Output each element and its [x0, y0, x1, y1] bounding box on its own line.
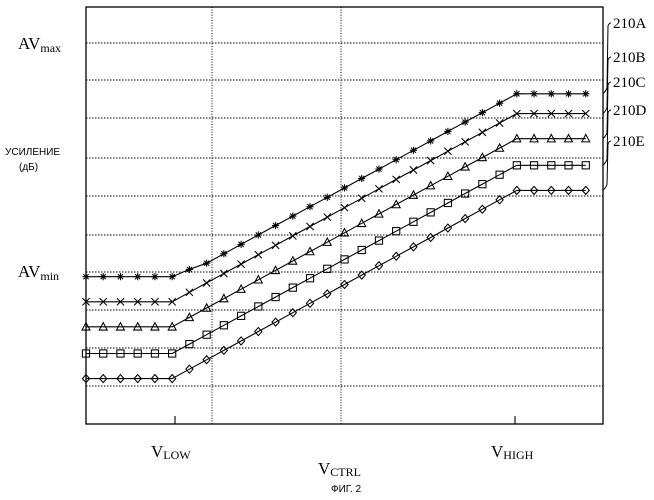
x-tick-label-main: V [151, 442, 164, 461]
x-tick-label-sub: LOW [163, 448, 191, 462]
figure-caption: ФИГ. 2 [331, 484, 362, 495]
data-point-asterisk [238, 241, 245, 248]
data-point-asterisk [341, 184, 348, 191]
series-leaders: 210A 210B 210C 210D 210E [603, 16, 647, 190]
data-point-x [272, 242, 279, 249]
data-point-asterisk [220, 250, 227, 257]
x-tick-label: VLOW [151, 442, 191, 462]
data-point-asterisk [100, 273, 107, 280]
data-point-x [496, 119, 503, 126]
data-point-x [238, 261, 245, 268]
data-point-x [203, 279, 210, 286]
data-point-asterisk [358, 175, 365, 182]
data-point-asterisk [462, 118, 469, 125]
data-point-x [289, 232, 296, 239]
data-point-asterisk [134, 273, 141, 280]
series-line [86, 94, 586, 277]
y-axis-label-line1: УСИЛЕНИЕ [5, 147, 60, 158]
x-axis-label: VCTRL [318, 459, 361, 479]
grid-lines [86, 43, 603, 386]
data-point-asterisk [496, 100, 503, 107]
data-point-asterisk [565, 90, 572, 97]
x-axis-label-sub: CTRL [330, 465, 361, 479]
data-point-x [444, 148, 451, 155]
x-tick-label-sub: HIGH [503, 448, 533, 462]
data-point-asterisk [169, 273, 176, 280]
y-tick-label-main: AV [18, 262, 41, 281]
data-point-asterisk [203, 260, 210, 267]
data-point-asterisk [306, 203, 313, 210]
x-tick-label-main: V [491, 442, 504, 461]
data-point-asterisk [255, 231, 262, 238]
data-point-asterisk [410, 147, 417, 154]
y-axis-label-line2: (дБ) [19, 162, 38, 173]
y-tick-labels: AVmaxAVmin [18, 34, 61, 283]
x-tick-labels: VLOWVHIGH [151, 416, 534, 462]
series-label: 210D [613, 103, 647, 119]
data-point-asterisk [427, 137, 434, 144]
x-tick-label: VHIGH [491, 442, 534, 462]
data-point-x [462, 138, 469, 145]
data-point-asterisk [375, 165, 382, 172]
data-point-asterisk [548, 90, 555, 97]
data-point-asterisk [289, 213, 296, 220]
plot-frame [86, 7, 603, 424]
series-group [82, 90, 590, 382]
series-210A [82, 90, 589, 280]
series-label: 210A [613, 16, 647, 32]
series-leader-210E: 210E [603, 134, 645, 190]
data-point-asterisk [272, 222, 279, 229]
y-tick-label-sub: min [40, 269, 59, 283]
data-point-x [479, 129, 486, 136]
series-label: 210E [613, 134, 645, 150]
series-210B [82, 110, 589, 305]
data-point-x [393, 176, 400, 183]
data-point-asterisk [479, 109, 486, 116]
y-tick-label: AVmin [18, 262, 59, 283]
data-point-asterisk [444, 128, 451, 135]
reference-vertical-lines [212, 7, 341, 424]
series-label: 210C [613, 75, 646, 91]
data-point-x [375, 185, 382, 192]
y-tick-label: AVmax [18, 34, 61, 55]
data-point-asterisk [530, 90, 537, 97]
data-point-asterisk [151, 273, 158, 280]
leader-curve [603, 23, 611, 94]
y-tick-label-main: AV [18, 34, 41, 53]
data-point-asterisk [82, 273, 89, 280]
data-point-asterisk [393, 156, 400, 163]
series-line [86, 139, 586, 327]
data-point-asterisk [513, 90, 520, 97]
data-point-x [341, 204, 348, 211]
data-point-x [427, 157, 434, 164]
data-point-x [324, 213, 331, 220]
data-point-x [306, 223, 313, 230]
data-point-asterisk [324, 194, 331, 201]
data-point-x [358, 195, 365, 202]
y-tick-label-sub: max [40, 41, 61, 55]
series-label: 210B [613, 50, 646, 66]
data-point-x [220, 270, 227, 277]
data-point-asterisk [117, 273, 124, 280]
data-point-x [410, 166, 417, 173]
series-line [86, 190, 586, 378]
data-point-x [255, 251, 262, 258]
data-point-x [186, 289, 193, 296]
x-axis-label-main: V [318, 459, 331, 478]
data-point-asterisk [582, 90, 589, 97]
data-point-asterisk [186, 266, 193, 273]
